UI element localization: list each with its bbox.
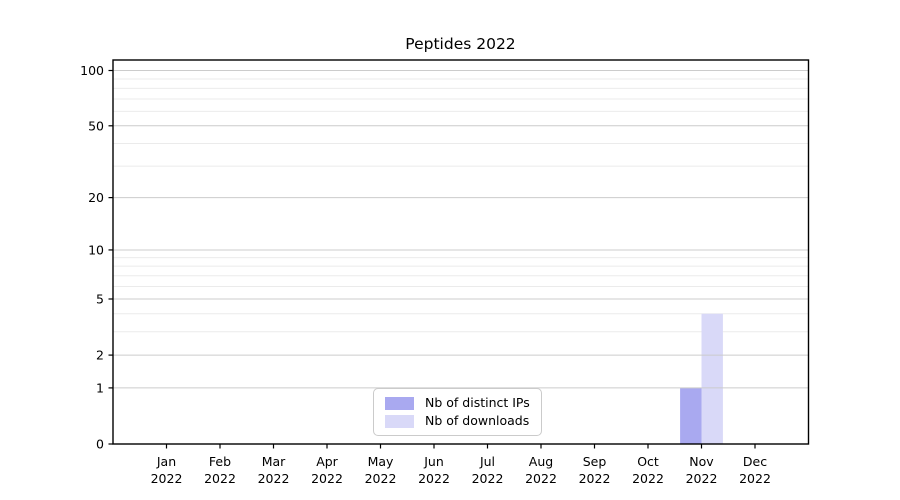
x-tick-label-month: Oct [637,454,659,469]
y-tick-label: 20 [88,190,104,205]
bar-nb-of-downloads [701,313,723,444]
x-tick-label-month: Dec [743,454,767,469]
x-tick-label-month: Jun [423,454,444,469]
legend: Nb of distinct IPs Nb of downloads [373,388,542,436]
x-tick-label-month: Sep [583,454,607,469]
x-tick-label-year: 2022 [311,471,343,486]
x-tick-label-month: Jul [479,454,495,469]
x-tick-label-month: Apr [316,454,338,469]
x-tick-label-month: Mar [262,454,286,469]
x-tick-label-year: 2022 [579,471,611,486]
x-tick-label-year: 2022 [472,471,504,486]
x-tick-label-year: 2022 [739,471,771,486]
y-tick-label: 10 [88,242,104,257]
y-tick-label: 50 [88,118,104,133]
x-tick-label-year: 2022 [151,471,183,486]
x-tick-label-year: 2022 [686,471,718,486]
bar-nb-of-distinct-ips [680,387,702,444]
y-tick-label: 1 [96,380,104,395]
x-tick-label-year: 2022 [418,471,450,486]
y-tick-label: 5 [96,291,104,306]
x-tick-label-year: 2022 [365,471,397,486]
legend-swatch-downloads [385,414,414,428]
legend-swatch-distinct-ips [385,396,414,410]
x-tick-label-year: 2022 [632,471,664,486]
y-tick-label: 0 [96,437,104,452]
x-tick-label-year: 2022 [204,471,236,486]
y-tick-label: 2 [96,348,104,363]
plot-border [112,59,810,445]
legend-item-downloads: Nb of downloads [385,412,533,428]
chart-title: Peptides 2022 [405,35,516,53]
x-tick-label-month: Nov [689,454,714,469]
x-tick-label-month: Feb [209,454,231,469]
x-tick-label-month: Jan [156,454,176,469]
x-tick-label-month: May [368,454,394,469]
x-tick-label-year: 2022 [525,471,557,486]
y-tick-label: 100 [80,63,104,78]
legend-label-distinct-ips: Nb of distinct IPs [425,394,530,410]
x-tick-label-month: Aug [529,454,553,469]
x-tick-label-year: 2022 [258,471,290,486]
legend-label-downloads: Nb of downloads [425,412,530,428]
legend-item-distinct-ips: Nb of distinct IPs [385,394,533,410]
